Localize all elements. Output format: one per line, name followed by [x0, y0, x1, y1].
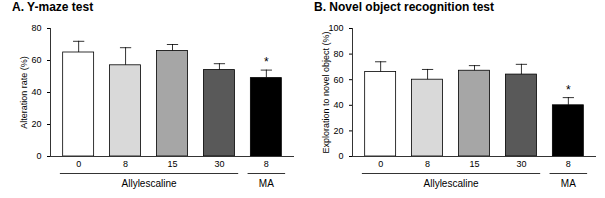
svg-text:20: 20 — [333, 126, 343, 136]
svg-text:*: * — [566, 83, 571, 97]
svg-text:Exploration to novel object (%: Exploration to novel object (%) — [321, 31, 331, 153]
svg-text:15: 15 — [167, 159, 177, 169]
svg-text:0: 0 — [378, 159, 383, 169]
svg-text:15: 15 — [469, 159, 479, 169]
svg-text:20: 20 — [31, 119, 41, 129]
svg-text:0: 0 — [76, 159, 81, 169]
svg-text:100: 100 — [328, 23, 344, 34]
svg-text:0: 0 — [338, 151, 343, 161]
svg-text:80: 80 — [31, 23, 41, 33]
svg-text:60: 60 — [333, 75, 343, 85]
svg-text:Allylescaline: Allylescaline — [424, 178, 479, 189]
svg-text:Alteration rate (%): Alteration rate (%) — [19, 56, 29, 129]
svg-text:MA: MA — [259, 178, 274, 189]
svg-text:30: 30 — [214, 159, 224, 169]
html-text:A. Y-maze test: A. Y-maze test — [12, 0, 94, 14]
svg-text:8: 8 — [425, 159, 430, 169]
svg-text:30: 30 — [516, 159, 526, 169]
svg-text:60: 60 — [31, 55, 41, 65]
svg-text:MA: MA — [561, 178, 576, 189]
svg-text:Allylescaline: Allylescaline — [122, 178, 177, 189]
html-text:B. Novel object recognition te: B. Novel object recognition test — [314, 0, 494, 14]
svg-text:8: 8 — [264, 159, 269, 169]
svg-text:*: * — [264, 55, 269, 69]
svg-text:8: 8 — [123, 159, 128, 169]
svg-text:80: 80 — [333, 49, 343, 59]
svg-text:40: 40 — [333, 100, 343, 110]
svg-text:0: 0 — [36, 151, 41, 161]
svg-text:8: 8 — [566, 159, 571, 169]
svg-text:40: 40 — [31, 87, 41, 97]
